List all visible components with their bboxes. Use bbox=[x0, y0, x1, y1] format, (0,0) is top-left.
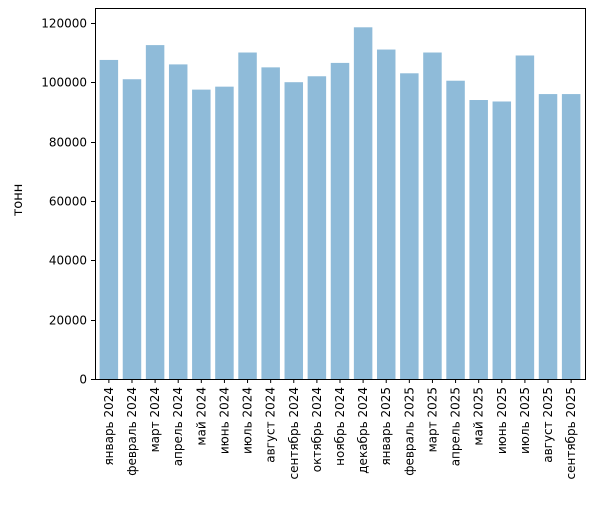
x-tick-label: январь 2024 bbox=[102, 387, 116, 466]
bar bbox=[423, 52, 442, 380]
y-tick-label: 120000 bbox=[41, 17, 87, 31]
x-tick-label: август 2025 bbox=[541, 387, 555, 463]
bar bbox=[353, 27, 373, 380]
y-tick-label: 100000 bbox=[41, 76, 87, 90]
bar bbox=[515, 55, 535, 379]
bar bbox=[145, 45, 165, 379]
bars-group bbox=[99, 27, 581, 380]
bar bbox=[99, 59, 119, 379]
x-tick-label: февраль 2024 bbox=[125, 387, 139, 476]
x-tick-label: март 2024 bbox=[148, 387, 162, 452]
bar bbox=[376, 49, 396, 379]
y-tick-label: 80000 bbox=[49, 136, 87, 150]
bar bbox=[307, 76, 327, 379]
bar bbox=[400, 73, 419, 380]
bar bbox=[122, 79, 142, 380]
x-tick-label: май 2024 bbox=[194, 387, 208, 446]
x-tick-label: февраль 2025 bbox=[402, 387, 416, 476]
bar bbox=[538, 94, 558, 380]
y-axis-label: тонн bbox=[11, 184, 26, 217]
x-tick-label: июль 2024 bbox=[241, 387, 255, 454]
x-tick-label: март 2025 bbox=[425, 387, 439, 452]
bar bbox=[261, 67, 280, 380]
plot-frame bbox=[95, 8, 586, 380]
x-axis: январь 2024 февраль 2024 март 2024 апрель 2… bbox=[102, 379, 578, 479]
x-tick-label: январь 2025 bbox=[379, 387, 393, 466]
bar bbox=[168, 64, 188, 379]
bar bbox=[192, 89, 211, 380]
x-tick-label: апрель 2025 bbox=[449, 387, 463, 466]
x-tick-label: сентябрь 2024 bbox=[287, 387, 301, 479]
x-tick-label: сентябрь 2025 bbox=[564, 387, 578, 479]
x-tick-label: апрель 2024 bbox=[171, 387, 185, 466]
y-tick-label: 20000 bbox=[49, 314, 87, 328]
x-tick-label: декабрь 2024 bbox=[356, 387, 370, 474]
y-tick-label: 0 bbox=[79, 373, 87, 387]
bar bbox=[561, 94, 581, 380]
bar bbox=[492, 101, 512, 379]
y-axis: 0 20000 40000 60000 80000 100000 120000 bbox=[41, 17, 95, 387]
bar bbox=[215, 86, 234, 379]
x-tick-label: июнь 2025 bbox=[495, 387, 509, 454]
y-tick-label: 60000 bbox=[49, 195, 87, 209]
x-tick-label: май 2025 bbox=[472, 387, 486, 446]
x-tick-label: август 2024 bbox=[264, 387, 278, 463]
bar bbox=[469, 100, 488, 380]
bar bbox=[330, 62, 350, 380]
y-tick-label: 40000 bbox=[49, 254, 87, 268]
x-tick-label: октябрь 2024 bbox=[310, 387, 324, 472]
x-tick-label: ноябрь 2024 bbox=[333, 387, 347, 466]
x-tick-label: июнь 2024 bbox=[217, 387, 231, 454]
bar bbox=[446, 80, 465, 379]
x-tick-label: июль 2025 bbox=[518, 387, 532, 454]
bar bbox=[238, 52, 257, 380]
bar bbox=[284, 82, 304, 379]
